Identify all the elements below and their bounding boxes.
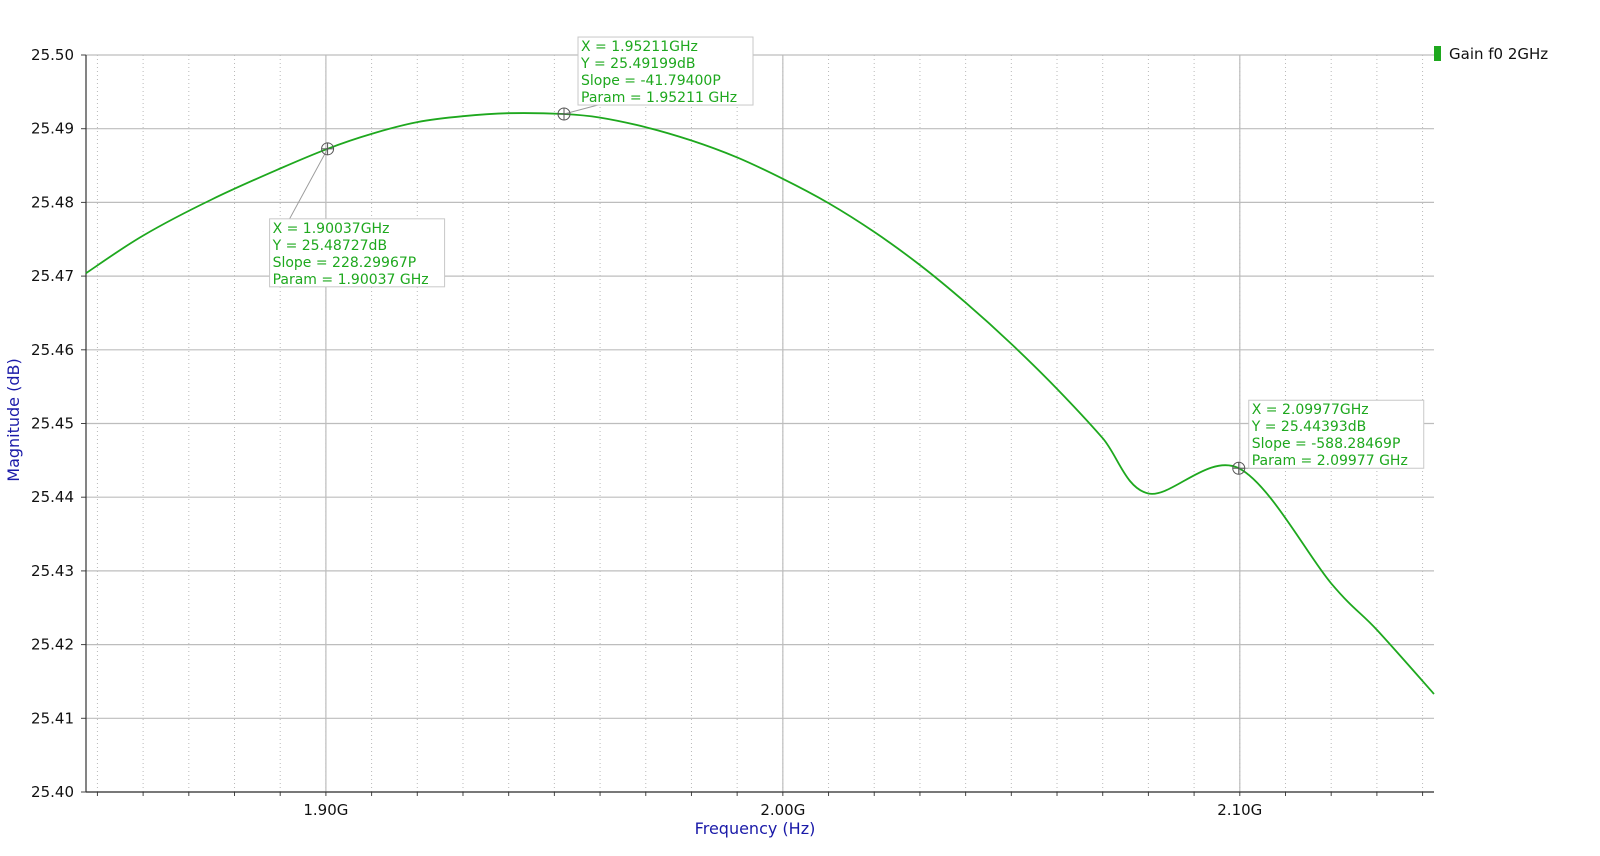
marker-label-line: X = 1.90037GHz bbox=[273, 221, 390, 237]
marker-label-line: Param = 2.09977 GHz bbox=[1252, 453, 1408, 469]
y-tick-label: 25.42 bbox=[31, 636, 74, 654]
y-tick-label: 25.41 bbox=[31, 709, 74, 727]
y-tick-label: 25.43 bbox=[31, 562, 74, 580]
y-tick-label: 25.47 bbox=[31, 267, 74, 285]
y-tick-label: 25.40 bbox=[31, 783, 74, 801]
marker-label-line: Slope = -41.79400P bbox=[581, 73, 721, 89]
x-tick-label: 2.00G bbox=[760, 801, 805, 819]
series-line-0 bbox=[85, 112, 1435, 695]
marker-label-line: X = 1.95211GHz bbox=[581, 39, 698, 55]
legend: Gain f0 2GHz bbox=[1434, 45, 1548, 63]
marker-label-line: Y = 25.44393dB bbox=[1251, 419, 1366, 435]
y-tick-label: 25.50 bbox=[31, 46, 74, 64]
marker-label-line: Param = 1.90037 GHz bbox=[273, 272, 429, 288]
marker-leader-line bbox=[289, 148, 329, 220]
marker-label-line: Slope = -588.28469P bbox=[1252, 436, 1401, 452]
y-tick-label: 25.46 bbox=[31, 341, 74, 359]
axes: 25.40 25.41 25.42 25.43 25.44 25.45 25.46 25.47… bbox=[31, 46, 1434, 819]
marker-label-line: X = 2.09977GHz bbox=[1252, 402, 1369, 418]
marker-label-line: Param = 1.95211 GHz bbox=[581, 90, 737, 106]
x-tick-label: 1.90G bbox=[303, 801, 348, 819]
legend-swatch bbox=[1434, 46, 1441, 61]
y-tick-label: 25.44 bbox=[31, 488, 74, 506]
marker-label-box bbox=[269, 218, 446, 288]
marker-label-line: Y = 25.49199dB bbox=[580, 56, 695, 72]
y-tick-label: 25.48 bbox=[31, 193, 74, 211]
x-axis-title: Frequency (Hz) bbox=[695, 819, 816, 838]
marker-label-box bbox=[1248, 399, 1425, 469]
series-layer bbox=[85, 112, 1435, 695]
marker-label-line: Slope = 228.29967P bbox=[273, 255, 417, 271]
y-axis-title: Magnitude (dB) bbox=[4, 358, 23, 481]
marker-leader-line bbox=[563, 104, 599, 115]
x-tick-label: 2.10G bbox=[1217, 801, 1262, 819]
marker-label-line: Y = 25.48727dB bbox=[272, 238, 387, 254]
y-tick-label: 25.45 bbox=[31, 415, 74, 433]
legend-entry-label: Gain f0 2GHz bbox=[1449, 45, 1548, 63]
marker-label-box bbox=[577, 36, 754, 106]
y-tick-label: 25.49 bbox=[31, 120, 74, 138]
